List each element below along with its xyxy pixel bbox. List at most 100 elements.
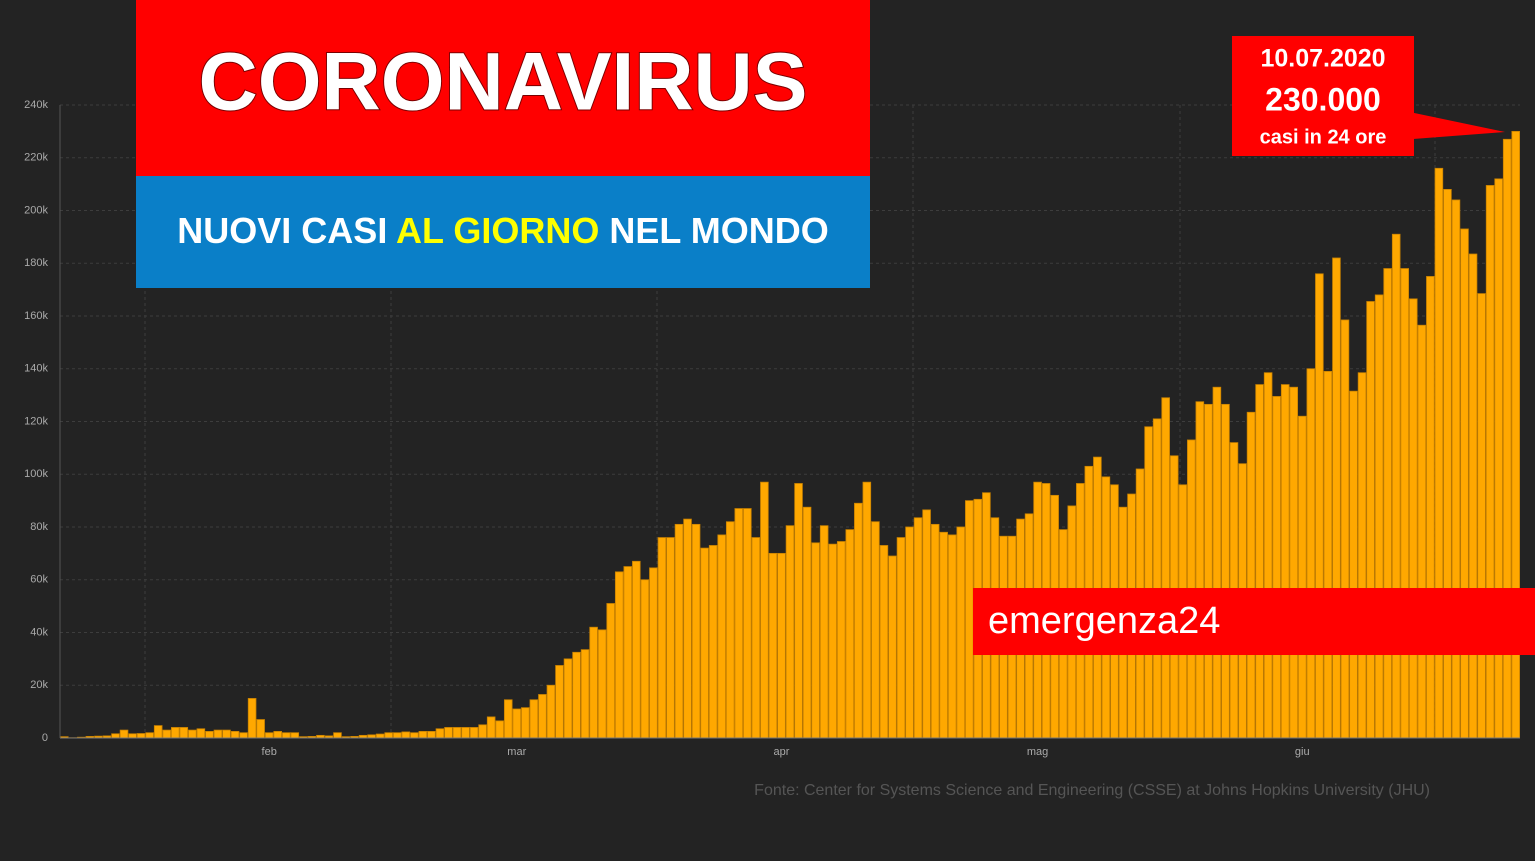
bar: [1357, 372, 1367, 739]
bar: [375, 733, 385, 739]
bar: [128, 733, 137, 739]
title-box: [136, 0, 870, 176]
bar: [247, 698, 257, 739]
bar: [802, 506, 812, 739]
y-tick-label: 220k: [24, 152, 48, 164]
y-tick-label: 240k: [24, 99, 48, 111]
bar: [205, 731, 214, 739]
bar: [649, 567, 658, 739]
subtitle-highlight: AL GIORNO: [396, 210, 599, 251]
bar: [1349, 390, 1358, 739]
bar: [614, 571, 624, 739]
bar: [632, 560, 641, 739]
bar: [1246, 411, 1256, 739]
bar: [1152, 418, 1162, 739]
y-tick-label: 160k: [24, 310, 48, 322]
bar: [196, 728, 206, 739]
bar: [1409, 298, 1418, 739]
bar: [743, 508, 752, 739]
bar: [256, 719, 265, 739]
bar: [1417, 324, 1427, 739]
bar: [521, 707, 530, 739]
bar: [1161, 397, 1170, 739]
bar: [1204, 403, 1213, 739]
bar: [290, 732, 300, 739]
bar: [1374, 294, 1384, 739]
bar: [435, 728, 445, 739]
bar: [930, 523, 940, 739]
bar: [384, 732, 393, 739]
bar: [657, 537, 667, 739]
bar: [734, 508, 744, 739]
bar: [444, 727, 453, 739]
bar: [674, 523, 684, 739]
bar: [597, 629, 607, 739]
bar: [179, 727, 189, 739]
bar: [939, 531, 948, 739]
bar: [1298, 415, 1307, 739]
bar: [1460, 228, 1469, 739]
bar: [888, 555, 897, 739]
bar: [418, 731, 428, 739]
y-tick-label: 20k: [30, 679, 48, 691]
bar: [572, 651, 581, 739]
bar: [580, 649, 590, 739]
bar: [1144, 426, 1153, 739]
annotation-note: casi in 24 ore: [1260, 126, 1387, 148]
bar: [1366, 301, 1375, 739]
bar: [956, 526, 966, 739]
bar: [188, 729, 197, 739]
y-tick-label: 200k: [24, 204, 48, 216]
bar: [273, 731, 282, 739]
bar: [170, 727, 180, 739]
x-tick-label: feb: [262, 746, 277, 758]
bar: [230, 731, 240, 739]
bar: [1485, 185, 1495, 739]
x-tick-label: mag: [1027, 746, 1048, 758]
bar: [854, 502, 863, 739]
bar: [392, 732, 402, 739]
bar: [111, 733, 120, 739]
bar: [836, 541, 846, 739]
bar: [1272, 396, 1281, 739]
bar: [512, 708, 522, 739]
bar: [1400, 268, 1410, 739]
bar: [640, 579, 650, 739]
bar: [768, 552, 778, 739]
bar: [486, 716, 496, 739]
bar: [751, 537, 761, 739]
bar: [546, 684, 556, 739]
bar: [478, 724, 487, 739]
brand-box: [973, 588, 1535, 655]
bar: [162, 729, 171, 739]
bar: [1323, 370, 1333, 739]
bar: [222, 729, 231, 739]
y-tick-label: 140k: [24, 363, 48, 375]
bar: [700, 547, 709, 739]
bar: [1289, 386, 1299, 739]
bar: [1263, 372, 1273, 739]
bar: [725, 521, 735, 739]
bar: [905, 526, 914, 739]
bar: [1340, 319, 1350, 739]
bar: [264, 732, 274, 739]
bar: [1306, 368, 1316, 739]
bar: [879, 545, 889, 739]
bar: [666, 537, 675, 739]
bar: [401, 731, 411, 739]
bar: [529, 699, 539, 739]
bar: [136, 733, 146, 739]
bar: [1212, 386, 1222, 739]
bar: [333, 732, 342, 739]
y-tick-label: 100k: [24, 468, 48, 480]
bar: [589, 626, 598, 739]
y-tick-label: 60k: [30, 574, 48, 586]
x-tick-label: mar: [507, 746, 526, 758]
subtitle-part: NEL MONDO: [609, 210, 828, 251]
bar: [213, 729, 223, 739]
bar: [1332, 257, 1341, 739]
x-tick-label: giu: [1295, 746, 1310, 758]
bar: [785, 525, 795, 739]
bar: [683, 518, 692, 739]
